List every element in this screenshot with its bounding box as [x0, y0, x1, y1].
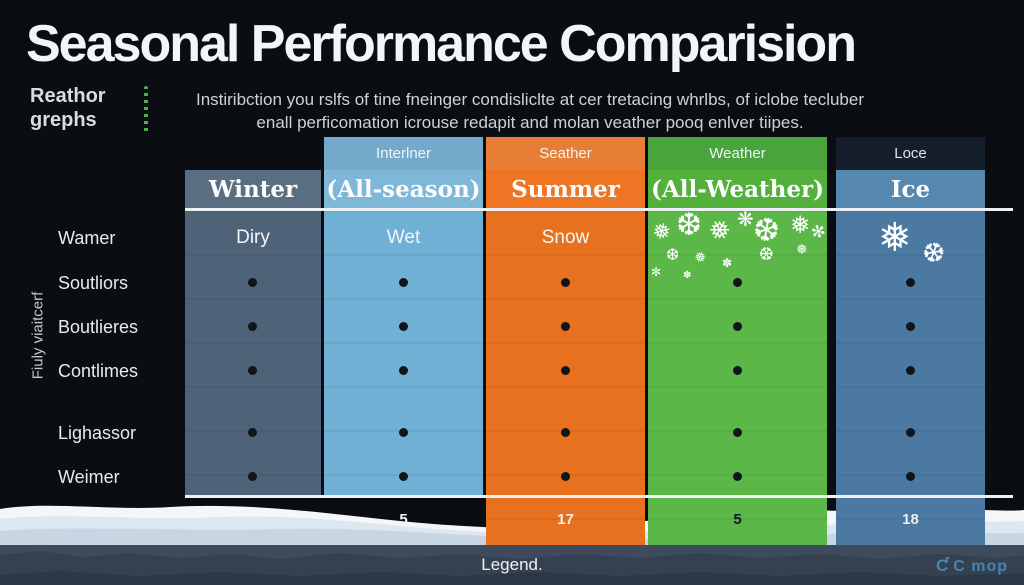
- rating-dot: [248, 472, 257, 481]
- cell-summer-condition: Snow: [541, 227, 590, 248]
- subtitle-left: Reathor grephs: [30, 84, 106, 132]
- column-ice-top-label: Loce: [836, 137, 985, 170]
- column-all-weather-header: (All-Weather): [648, 170, 827, 210]
- snowflake-icon: ❆: [666, 245, 680, 264]
- row-label-boutlieres: Boutlieres: [58, 317, 139, 337]
- footer-divider-line: [185, 495, 1013, 498]
- column-all-season: Interlner (All-season): [324, 137, 483, 497]
- rating-dot: [561, 278, 570, 287]
- snowflake-icon: ❆: [676, 207, 702, 243]
- subtitle-left-line1: Reathor: [30, 85, 106, 107]
- rating-dot: [248, 428, 257, 437]
- row-label-soutliors: Soutliors: [58, 273, 129, 293]
- rating-dot: [733, 366, 742, 375]
- column-winter-header: Winter: [185, 170, 321, 210]
- rating-dot: [906, 472, 915, 481]
- cell-all-season-condition: Wet: [386, 227, 421, 248]
- page-title: Seasonal Performance Comparision: [26, 15, 857, 73]
- row-label-weimer: Weimer: [58, 467, 120, 487]
- column-winter-body: [185, 210, 321, 497]
- mountain-ridge-texture: [0, 551, 1024, 585]
- cell-winter-condition: Diry: [236, 227, 270, 248]
- column-ice-header: Ice: [836, 170, 985, 210]
- subtitle-left-line2: grephs: [30, 109, 97, 131]
- rating-dot: [733, 322, 742, 331]
- cmop-logo-text: C mop: [953, 558, 1008, 575]
- rating-dot: [906, 428, 915, 437]
- snowflake-icon: ❅: [796, 242, 808, 258]
- bottom-value-summer: 17: [557, 511, 574, 528]
- snowflake-icon: ✻: [651, 265, 662, 279]
- description-text: Instiribction you rslfs of tine fneinger…: [165, 88, 895, 134]
- footer-band: [0, 545, 1024, 585]
- column-summer: Seather Summer: [486, 137, 645, 547]
- cmop-logo-icon: Ƈ: [935, 556, 950, 575]
- rating-dot: [399, 472, 408, 481]
- rating-dot: [399, 428, 408, 437]
- bottom-value-ice: 18: [902, 511, 919, 528]
- rating-dot: [248, 278, 257, 287]
- rating-dot: [733, 278, 742, 287]
- column-all-weather-top-label: Weather: [648, 137, 827, 170]
- bottom-value-all-weather: 5: [733, 511, 742, 528]
- rating-dot: [906, 322, 915, 331]
- rating-dot: [248, 322, 257, 331]
- snowflake-icon: ❅: [790, 211, 811, 239]
- rating-dot: [906, 278, 915, 287]
- rating-dot: [399, 322, 408, 331]
- column-summer-body: [486, 210, 645, 547]
- column-summer-top-label: Seather: [486, 137, 645, 170]
- rating-dot: [399, 366, 408, 375]
- column-all-season-top-label: Interlner: [324, 137, 483, 170]
- rating-dot: [561, 366, 570, 375]
- column-all-weather: Weather (All-Weather): [648, 137, 827, 547]
- row-label-contlimes: Contlimes: [58, 361, 139, 381]
- column-all-weather-body: [648, 210, 827, 547]
- snowflake-icon: ✽: [683, 270, 692, 281]
- rating-dot: [248, 366, 257, 375]
- description-line2: enall perficomation icrouse redapit and …: [256, 113, 804, 132]
- rating-dot: [733, 472, 742, 481]
- header-divider-line: [185, 208, 1013, 211]
- row-label-wamer: Wamer: [58, 228, 116, 248]
- row-label-lighassor: Lighassor: [58, 423, 137, 443]
- column-winter: Winter: [185, 170, 321, 497]
- side-label: Fiuly viaitcerf: [29, 291, 47, 380]
- dotted-divider: [144, 86, 148, 132]
- rating-dot: [906, 366, 915, 375]
- bottom-value-all-season: 5: [399, 511, 408, 528]
- snowflake-icon: ✽: [722, 256, 733, 270]
- snowflake-icon: ❋: [737, 207, 754, 231]
- column-ice: Loce Ice: [836, 137, 985, 547]
- rating-dot: [561, 472, 570, 481]
- column-summer-header: Summer: [486, 170, 645, 210]
- legend-label: Legend.: [481, 555, 543, 574]
- rating-dot: [399, 278, 408, 287]
- description-line1: Instiribction you rslfs of tine fneinger…: [195, 90, 865, 109]
- snowflake-icon: ❅: [878, 215, 912, 261]
- rating-dot: [561, 428, 570, 437]
- column-all-season-header: (All-season): [324, 170, 483, 210]
- column-ice-body: [836, 210, 985, 547]
- column-all-season-body: [324, 210, 483, 497]
- rating-dot: [561, 322, 570, 331]
- rating-dot: [733, 428, 742, 437]
